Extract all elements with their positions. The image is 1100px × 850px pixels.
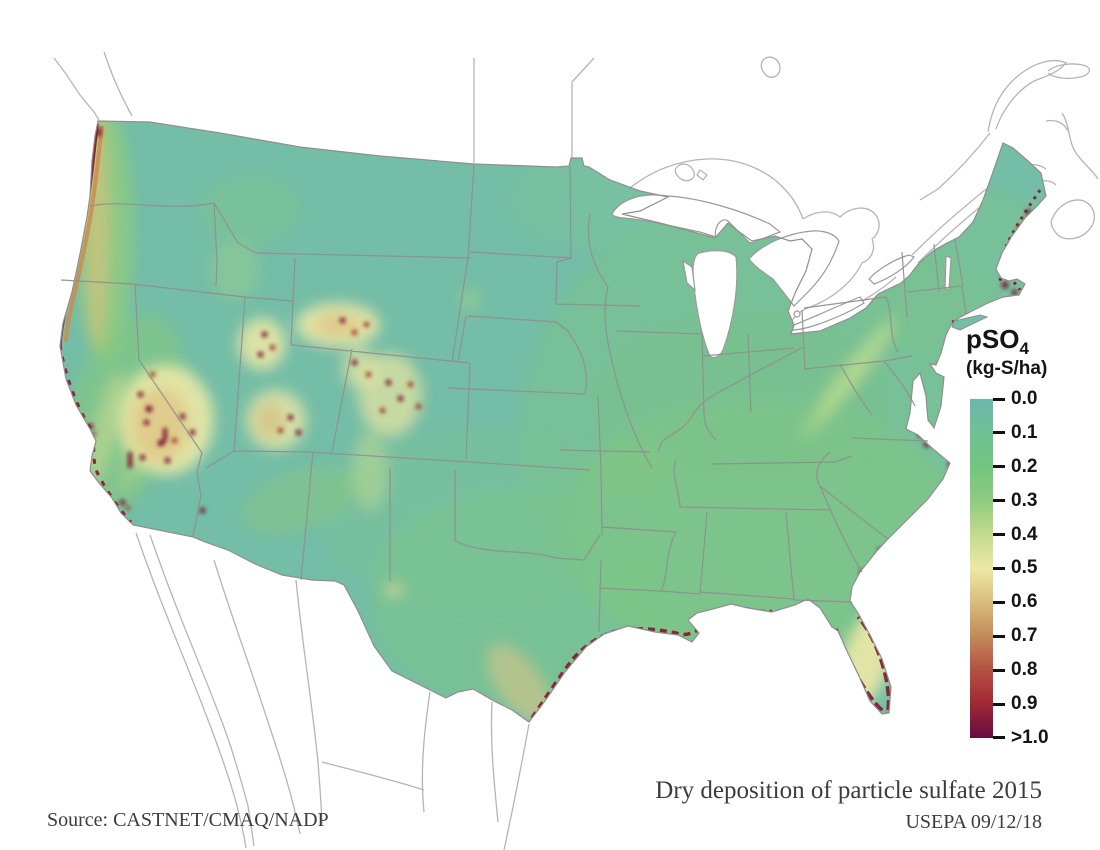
lake-superior xyxy=(611,194,782,244)
colorbar-ticks: 0.0 0.1 0.2 0.3 0.4 0.5 0.6 0.7 0.8 0.9 … xyxy=(993,389,1049,747)
legend-title-subscript: 4 xyxy=(1019,339,1029,359)
lake-st-clair xyxy=(793,310,801,318)
tick-mark xyxy=(993,465,1005,469)
mexico-boundary-lines xyxy=(135,532,530,850)
tick-mark xyxy=(993,600,1005,604)
great-lakes xyxy=(611,194,952,359)
tick-mark xyxy=(993,736,1005,740)
legend-colorbar-block: 0.0 0.1 0.2 0.3 0.4 0.5 0.6 0.7 0.8 0.9 … xyxy=(970,389,1100,747)
legend-title-block: pSO4 (kg-S/ha) xyxy=(966,326,1047,380)
tick-mark xyxy=(993,634,1005,638)
map-title: Dry deposition of particle sulfate 2015 xyxy=(655,777,1042,804)
lake-huron xyxy=(748,230,840,307)
tick-mark xyxy=(993,702,1005,706)
source-note: Source: CASTNET/CMAQ/NADP xyxy=(47,809,329,831)
tick-mark xyxy=(993,668,1005,672)
legend-units: (kg-S/ha) xyxy=(966,358,1048,380)
tick-mark xyxy=(993,499,1005,503)
tick-mark xyxy=(993,533,1005,537)
legend-title: pSO4 xyxy=(966,324,1029,359)
long-island xyxy=(951,314,989,331)
green-bay xyxy=(682,259,696,292)
lake-champlain xyxy=(944,255,952,291)
state-boundaries xyxy=(60,164,967,633)
colorbar xyxy=(970,399,993,738)
tick-mark xyxy=(993,397,1005,401)
agency-date-stamp: USEPA 09/12/18 xyxy=(905,811,1042,833)
tick-mark xyxy=(993,566,1005,570)
tick-mark xyxy=(993,431,1005,435)
